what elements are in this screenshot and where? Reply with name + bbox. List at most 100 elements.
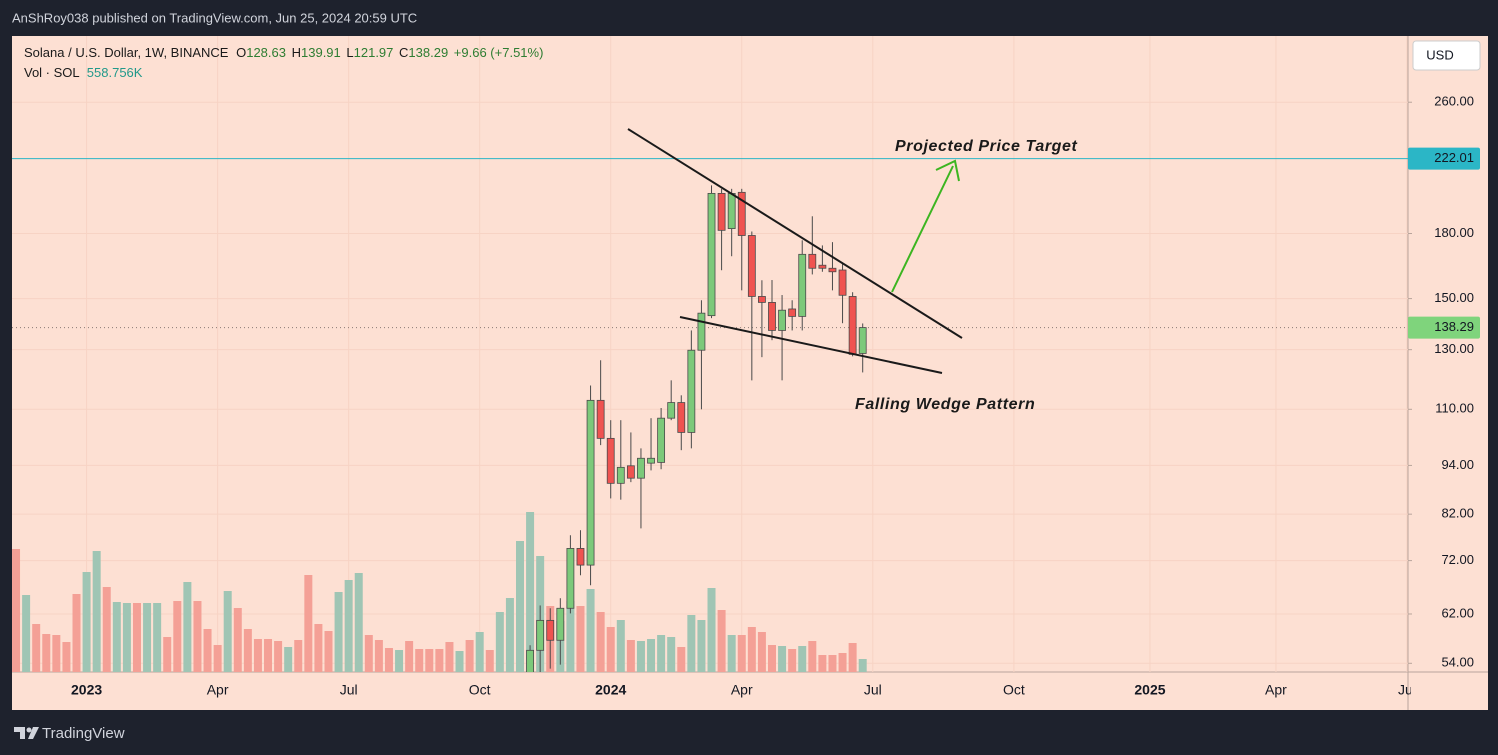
volume-bar <box>445 642 454 672</box>
candle-body <box>677 402 686 433</box>
legend-change: +9.66 (+7.51%) <box>454 45 544 60</box>
candle-body <box>536 619 545 651</box>
volume-bar <box>485 650 494 672</box>
x-tick-label: Jul <box>340 682 358 698</box>
legend-value: 138.29 <box>408 45 448 60</box>
volume-bar <box>344 580 353 672</box>
volume-bar <box>223 591 232 672</box>
legend-value: 128.63 <box>246 45 286 60</box>
volume-bar <box>72 594 81 672</box>
y-tick-label: 82.00 <box>1441 506 1474 521</box>
drawings: Projected Price Target Falling Wedge Pat… <box>627 128 1078 413</box>
volume-bar <box>122 603 131 672</box>
logo-part <box>14 727 25 739</box>
volume-bar <box>102 587 111 672</box>
volume-bar <box>838 653 847 672</box>
candle-body <box>626 465 635 479</box>
volume-bar <box>727 635 736 672</box>
wedge-upper-line <box>627 128 963 339</box>
currency-box[interactable] <box>1412 40 1481 71</box>
volume-bar <box>435 649 444 672</box>
candle-body <box>556 607 565 641</box>
x-tick-label: 2023 <box>71 682 102 698</box>
volume-bar <box>596 612 605 672</box>
legend-symbol: Solana / U.S. Dollar, 1W, BINANCE <box>24 45 229 60</box>
x-tick-label: Apr <box>207 682 229 698</box>
candle-body <box>848 296 857 355</box>
volume-bar <box>304 575 313 672</box>
candle-body <box>566 548 575 609</box>
volume-legend-name: Vol · SOL <box>24 65 79 80</box>
candle-body <box>768 302 776 331</box>
volume-bar <box>143 603 152 672</box>
volume-bar <box>264 639 273 672</box>
volume-bar <box>183 582 192 672</box>
candle-body <box>526 649 534 672</box>
volume-bar <box>788 649 797 672</box>
volume-bar <box>626 640 635 672</box>
volume-bar <box>92 551 101 672</box>
volume-bar <box>284 647 293 672</box>
candle-body <box>808 253 817 269</box>
volume-bar <box>384 648 393 672</box>
y-tick-label: 130.00 <box>1434 341 1474 356</box>
candle-body <box>828 267 837 273</box>
volume-bar <box>334 592 343 672</box>
target-arrow-head <box>935 159 960 182</box>
volume-bar <box>747 627 756 672</box>
volume-bar <box>516 541 525 672</box>
wedge-lower-line <box>679 316 943 374</box>
volume-bar <box>818 655 827 672</box>
annotation: Falling Wedge Pattern <box>855 396 1035 413</box>
x-tick-label: 2025 <box>1134 682 1165 698</box>
volume-bar <box>465 640 474 672</box>
candle-body <box>596 399 605 439</box>
volume-bar <box>848 643 857 672</box>
volume-bar <box>112 602 121 672</box>
volume-bar <box>858 659 867 672</box>
volume-bar <box>274 641 283 672</box>
volume-bar <box>294 640 303 672</box>
volume-bar <box>757 632 766 672</box>
volume-legend: Vol · SOL 558.756K <box>24 65 143 80</box>
candle-body <box>576 548 585 566</box>
y-tick-label: 150.00 <box>1434 290 1474 305</box>
volume-bar <box>677 647 686 672</box>
volume-bar <box>22 595 31 672</box>
annotation: Projected Price Target <box>895 138 1078 155</box>
x-tick-label: Oct <box>1003 682 1025 698</box>
candle-body <box>616 466 625 484</box>
candle-body <box>546 619 555 641</box>
volume-bar <box>425 649 434 672</box>
candle-body <box>838 269 847 296</box>
volume-bar <box>163 637 172 672</box>
volume-bar <box>717 610 726 672</box>
level-tag <box>1408 147 1480 170</box>
time-axis: 2023 Apr Jul Oct 2024 Apr Jul Oct 2025 Apr Jul <box>71 682 1411 698</box>
volume-bar <box>798 646 807 672</box>
volume-bar <box>737 635 746 672</box>
x-tick-label: 2024 <box>595 682 626 698</box>
volume-bar <box>42 634 51 672</box>
volume-bar <box>132 603 141 672</box>
candle-body <box>758 296 766 303</box>
volume-bar <box>415 649 424 672</box>
y-tick-label: 54.00 <box>1441 655 1474 670</box>
volume-bar <box>526 512 535 672</box>
volume-bar <box>233 608 242 672</box>
candle-body <box>667 402 676 419</box>
y-tick-label: 72.00 <box>1441 552 1474 567</box>
currency[interactable]: USD <box>1426 47 1453 62</box>
x-tick-label: Apr <box>1265 682 1287 698</box>
candle-body <box>858 327 867 354</box>
volume-bar <box>314 624 323 672</box>
volume-bar <box>586 589 595 672</box>
volume-bar <box>576 606 585 672</box>
volume-bar <box>374 640 383 672</box>
volume-bar <box>243 629 252 672</box>
volume-bar <box>203 629 212 672</box>
y-tick-label: 110.00 <box>1435 401 1474 416</box>
candle-body <box>707 192 716 317</box>
